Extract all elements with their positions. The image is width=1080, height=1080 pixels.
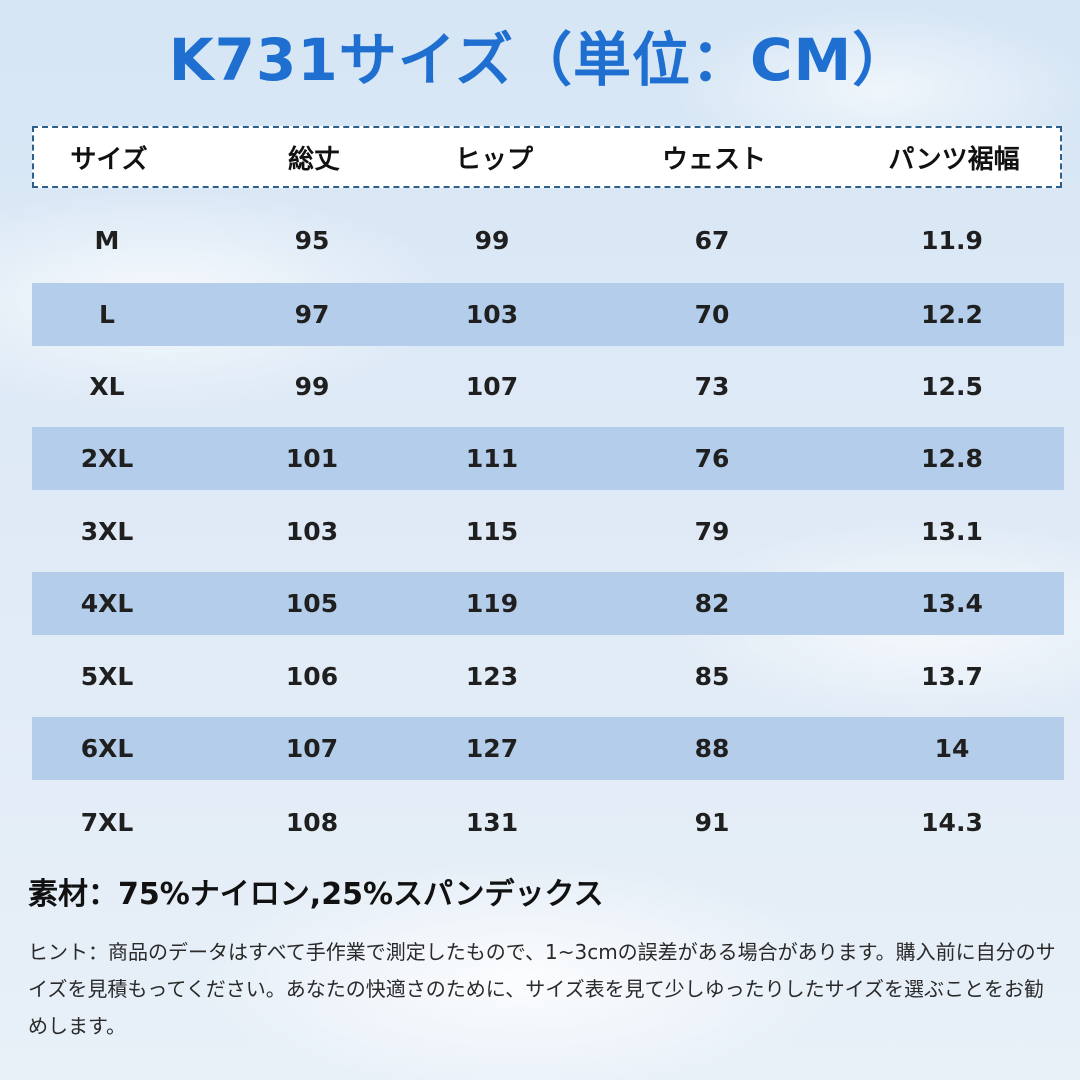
cell-total-length: 95 [294,226,330,255]
cell-total-length: 101 [285,444,339,473]
cell-hem-width: 13.1 [921,517,983,546]
cell-waist: 82 [694,589,730,618]
table-row: 5XL 106 123 85 13.7 [32,645,1064,708]
cell-total-length: 97 [294,300,330,329]
cell-hip: 99 [474,226,510,255]
cell-size: 6XL [80,734,134,763]
cell-size: 7XL [80,808,134,837]
table-row: XL 99 107 73 12.5 [32,355,1064,418]
cell-size: L [99,300,115,329]
cell-size: 3XL [80,517,134,546]
header-waist: ウェスト [661,144,766,175]
page-title: K731サイズ（単位：CM） [168,26,912,94]
cell-hip: 127 [465,734,519,763]
cell-hip: 103 [465,300,519,329]
material-composition: 素材：75%ナイロン,25%スパンデックス [28,877,604,912]
cell-hem-width: 12.5 [921,372,983,401]
cell-total-length: 99 [294,372,330,401]
size-table-header: サイズ 総丈 ヒップ ウェスト パンツ裾幅 [32,126,1062,188]
cell-size: XL [89,372,125,401]
cell-waist: 88 [694,734,730,763]
cell-waist: 85 [694,662,730,691]
cell-hem-width: 14.3 [921,808,983,837]
cell-waist: 76 [694,444,730,473]
cell-total-length: 108 [285,808,339,837]
cell-hem-width: 11.9 [921,226,983,255]
cell-waist: 91 [694,808,730,837]
cell-hip: 123 [465,662,519,691]
header-hem-width: パンツ裾幅 [888,144,1020,175]
cell-size: M [94,226,120,255]
cell-total-length: 107 [285,734,339,763]
cell-total-length: 106 [285,662,339,691]
cell-waist: 79 [694,517,730,546]
cell-waist: 67 [694,226,730,255]
header-size: サイズ [70,144,148,175]
cell-hem-width: 13.4 [921,589,983,618]
cell-hem-width: 12.2 [921,300,983,329]
table-row: 7XL 108 131 91 14.3 [32,791,1064,854]
cell-waist: 70 [694,300,730,329]
cell-hip: 131 [465,808,519,837]
cell-hem-width: 14 [934,734,970,763]
cell-size: 2XL [80,444,134,473]
cell-hip: 115 [465,517,519,546]
cell-waist: 73 [694,372,730,401]
table-row: 6XL 107 127 88 14 [32,717,1064,780]
table-row: 2XL 101 111 76 12.8 [32,427,1064,490]
cell-size: 5XL [80,662,134,691]
table-row: 3XL 103 115 79 13.1 [32,500,1064,563]
cell-total-length: 105 [285,589,339,618]
cell-total-length: 103 [285,517,339,546]
cell-size: 4XL [80,589,134,618]
cell-hip: 119 [465,589,519,618]
table-row: M 95 99 67 11.9 [32,209,1064,272]
header-hip: ヒップ [454,144,533,175]
cell-hem-width: 12.8 [921,444,983,473]
header-total-length: 総丈 [287,144,340,175]
cell-hem-width: 13.7 [921,662,983,691]
table-row: L 97 103 70 12.2 [32,283,1064,346]
cell-hip: 111 [465,444,519,473]
cell-hip: 107 [465,372,519,401]
measurement-hint: ヒント：商品のデータはすべて手作業で測定したもので、1~3cmの誤差がある場合が… [28,940,1056,1038]
table-row: 4XL 105 119 82 13.4 [32,572,1064,635]
